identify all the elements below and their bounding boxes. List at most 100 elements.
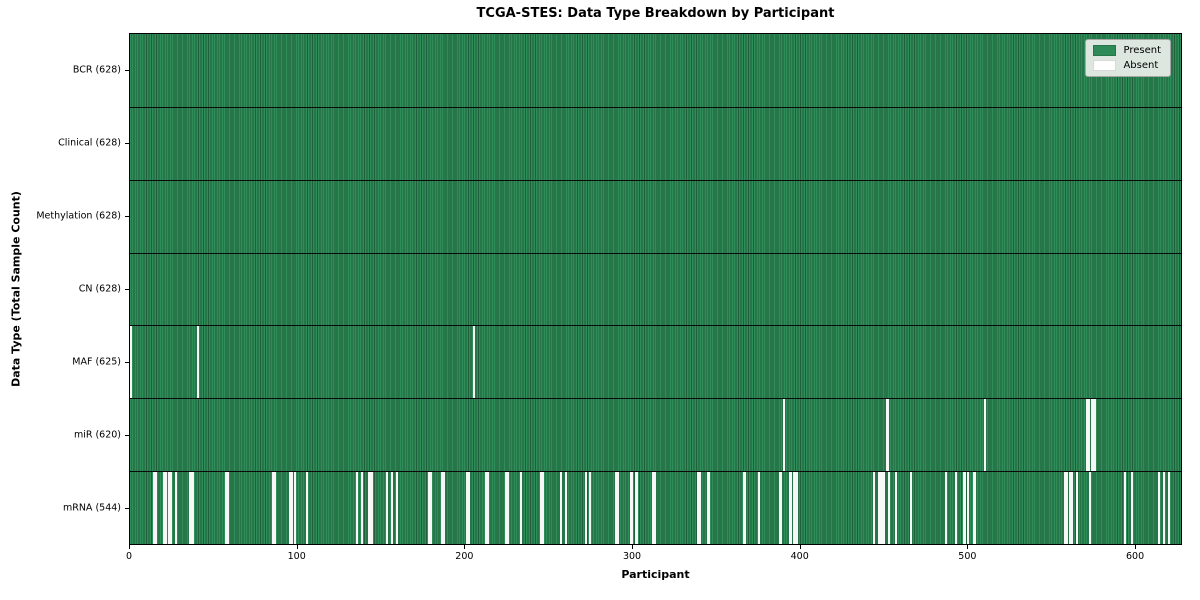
absent-stripe [196,326,200,399]
y-tick-mark [125,216,129,218]
absent-stripe [541,472,544,544]
absent-stripe [190,472,193,544]
absent-stripe [305,472,308,544]
absent-stripe [466,472,469,544]
absent-stripe [391,472,394,544]
absent-stripe [473,326,476,399]
absent-stripe [615,472,618,544]
absent-stripe [294,472,297,544]
absent-stripe [630,472,633,544]
absent-stripe [617,472,620,544]
absent-stripe [966,472,970,544]
y-tick-mark [125,289,129,290]
absent-stripe [367,472,370,544]
legend: Present Absent [1085,39,1171,77]
absent-stripe [955,472,958,544]
y-tick-mark [125,143,129,145]
absent-stripe [1070,472,1073,544]
x-tick-mark [296,545,298,549]
chart-title: TCGA-STES: Data Type Breakdown by Partic… [476,6,835,21]
data-row-miR [130,398,1181,472]
absent-stripe [782,399,785,472]
y-tick-label: MAF (625) [72,356,121,368]
absent-stripe [894,472,898,544]
absent-stripe [1085,399,1088,472]
x-tick-mark [799,545,801,549]
x-tick-label: 400 [790,551,809,562]
absent-stripe [191,472,195,544]
absent-stripe [360,472,364,544]
absent-stripe [585,472,588,544]
absent-stripe [396,472,399,544]
absent-stripe [290,472,293,544]
absent-stripe [742,472,745,544]
absent-stripe [697,472,700,544]
data-row-Clinical [130,106,1181,180]
absent-stripe [170,472,173,544]
legend-label-present: Present [1123,45,1161,56]
x-tick-mark [967,545,969,549]
data-row-Methylation [130,179,1181,253]
absent-stripe [792,472,795,544]
y-tick-label: BCR (628) [72,64,121,76]
absent-stripe [225,472,228,544]
absent-stripe [175,472,178,544]
absent-stripe [873,472,876,544]
y-tick-label: miR (620) [73,429,121,441]
absent-stripe [909,472,913,544]
y-tick-mark [125,434,129,436]
absent-stripe [796,472,799,544]
absent-stripe [168,472,171,544]
absent-stripe [386,472,389,544]
absent-stripe [288,472,292,544]
absent-stripe [506,472,509,544]
absent-stripe [653,472,657,544]
absent-stripe [560,472,563,544]
absent-stripe [540,472,543,544]
absent-stripe [1092,399,1095,472]
absent-stripe [635,472,638,544]
absent-stripe [699,472,702,544]
absent-stripe [789,472,792,544]
absent-stripe [963,472,966,544]
absent-stripe [652,472,655,544]
x-tick-mark [129,545,130,549]
x-tick-label: 200 [455,551,474,562]
data-row-MAF [130,325,1181,399]
legend-swatch-absent-icon [1093,60,1117,71]
absent-stripe [273,472,277,544]
absent-stripe [1075,472,1078,544]
absent-stripe [883,472,886,544]
y-tick-label: Clinical (628) [58,137,121,149]
absent-stripe [1068,472,1072,544]
absent-stripe [355,472,359,544]
absent-stripe [1093,399,1097,472]
x-tick-label: 600 [1125,551,1145,562]
y-tick-mark [125,507,129,509]
absent-stripe [504,472,508,544]
absent-stripe [565,472,568,544]
absent-stripe [1124,472,1127,544]
absent-stripe [886,399,889,472]
absent-stripe [794,472,797,544]
absent-stripe [155,472,158,544]
absent-stripe [881,472,884,544]
absent-stripe [878,472,881,544]
absent-stripe [1088,472,1092,544]
absent-stripe [519,472,523,544]
absent-stripe [1087,399,1090,472]
absent-stripe [442,472,446,544]
y-axis-label: Data Type (Total Sample Count) [9,191,23,387]
absent-stripe [1157,472,1160,544]
absent-stripe [879,472,883,544]
absent-stripe [272,472,275,544]
y-tick-label: Methylation (628) [36,210,121,222]
x-axis-label: Participant [621,568,690,581]
legend-item-absent: Absent [1093,60,1161,71]
absent-stripe [779,472,782,544]
absent-stripe [757,472,760,544]
absent-stripe [945,472,948,544]
x-tick-label: 100 [287,551,306,562]
absent-stripe [1162,472,1165,544]
